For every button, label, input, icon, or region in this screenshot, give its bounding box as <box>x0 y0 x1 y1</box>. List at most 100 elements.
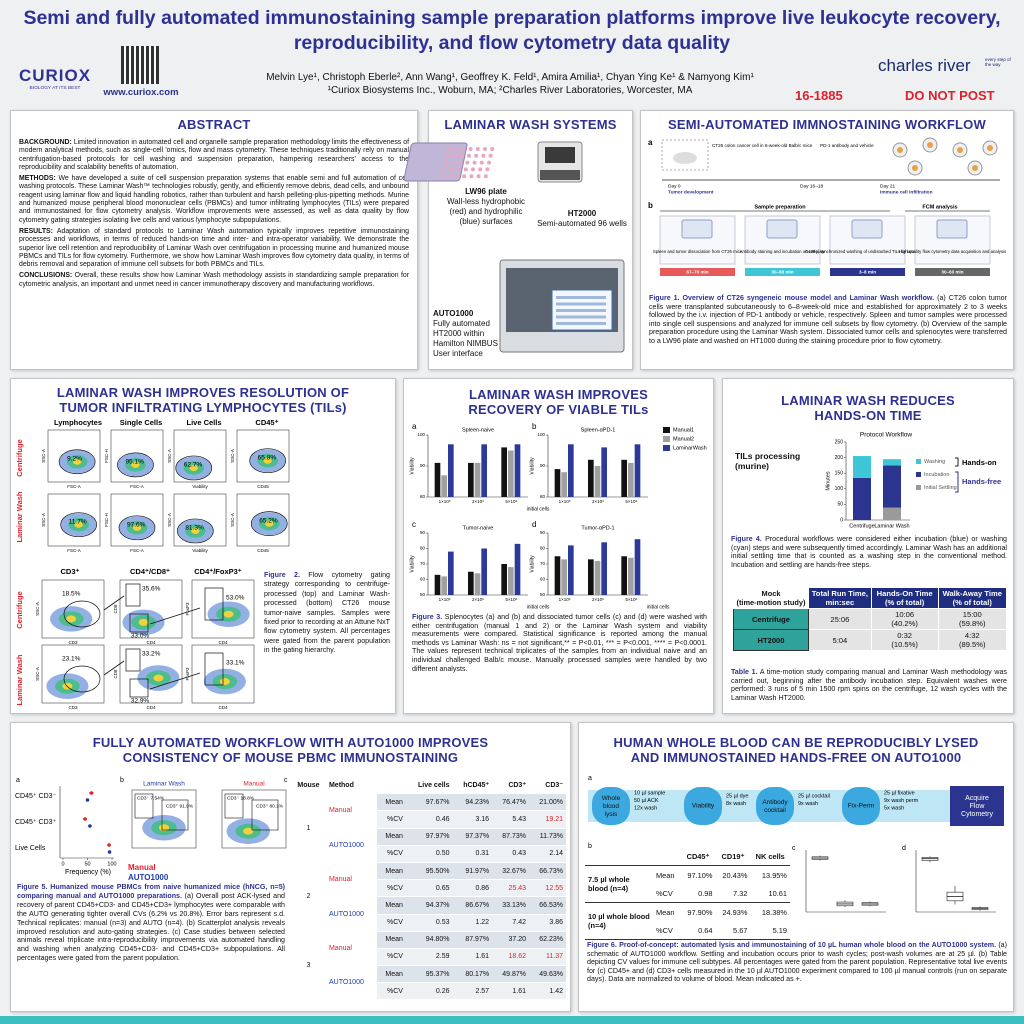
cell: 2.14 <box>529 845 566 863</box>
caption-text: (a) Overall post ACK-lysed and recovery … <box>17 891 285 963</box>
column-spacer <box>376 777 406 795</box>
cell: 5.43 <box>492 810 530 829</box>
caption-label: Figure 2. <box>264 571 300 579</box>
cell: 18.62 <box>492 948 530 967</box>
cell: 94.37% <box>405 896 453 915</box>
cell: 4:32 (89.5%) <box>937 629 1008 651</box>
cell: 0.46 <box>405 810 453 829</box>
section-title: ABSTRACT <box>177 117 251 132</box>
cell: 25:06 <box>808 608 872 630</box>
caption: Table 1. A time-motion study comparing m… <box>731 668 1007 702</box>
paragraph: CONCLUSIONS: Overall, these results show… <box>19 272 409 289</box>
poster-title: Semi and fully automated immunostaining … <box>23 7 1001 54</box>
section-title: LAMINAR WASH IMPROVES RECOVERY OF VIABLE… <box>468 387 649 417</box>
group-label: 7.5 µl whole blood (n=4) <box>588 875 630 893</box>
workflow-panel: SEMI-AUTOMATED IMMNOSTAINING WORKFLOW Fi… <box>640 110 1014 370</box>
stat: %CV <box>656 888 673 898</box>
cell: 1.61 <box>452 948 493 967</box>
cell: 94.80% <box>405 931 453 949</box>
stat: Mean <box>656 907 675 917</box>
stat: Mean <box>376 965 406 984</box>
stat: %CV <box>376 879 406 898</box>
cell: 5.67 <box>733 925 748 935</box>
column-header: Walk-Away Time (% of total) <box>937 587 1008 609</box>
cell: 97.90% <box>687 907 713 917</box>
method: AUTO1000 <box>325 896 377 932</box>
stat: %CV <box>376 845 406 863</box>
notice: DO NOT POST <box>905 88 995 103</box>
table-row: Centrifuge 25:06 10:06 (40.2%) 15:00 (59.8%… <box>733 608 1008 630</box>
cell: 95.50% <box>405 862 453 881</box>
website: www.curiox.com <box>103 87 179 98</box>
cell: 1.22 <box>452 914 493 932</box>
table-row: %CV 0.64 5.67 5.19 <box>585 921 790 940</box>
caption-text: (a) CT26 colon tumor cells were transpla… <box>649 294 1007 345</box>
cell: 87.97% <box>452 931 493 949</box>
cell: 97.67% <box>405 793 453 812</box>
stat: %CV <box>376 914 406 932</box>
column-header: Total Run Time, min:sec <box>808 587 872 609</box>
blood-table: CD45⁺ CD19⁺ NK cells 7.5 µl whole blood (n=… <box>585 847 790 940</box>
table-row: AUTO1000 Mean 95.37% 80.17% 49.87% 49.63% <box>291 965 566 1001</box>
caption: Figure 3. Splenocytes (a) and (b) and di… <box>412 613 707 673</box>
row-label: HT2000 <box>733 629 809 651</box>
cell: 49.63% <box>529 965 566 984</box>
blood-panel: HUMAN WHOLE BLOOD CAN BE REPRODUCIBLY LY… <box>578 722 1014 1012</box>
logo-left: CURIOX <box>18 66 92 85</box>
logo-right-tag: every step of the way <box>985 57 1011 67</box>
section-title: FULLY AUTOMATED WORKFLOW WITH AUTO1000 I… <box>92 735 489 765</box>
cell: 18.38% <box>761 907 787 917</box>
row-label: Centrifuge <box>733 608 809 630</box>
mouse-table: Mouse Method Live cells hCD45⁺ CD3⁺ CD3⁻ 1 Manu… <box>291 777 566 1001</box>
cell: 49.87% <box>492 965 530 984</box>
label: BACKGROUND: <box>19 139 72 146</box>
cell: 21.00% <box>529 793 566 812</box>
paragraph: BACKGROUND: Limited innovation in automa… <box>19 139 409 172</box>
cell: 66.73% <box>529 862 566 881</box>
stat: Mean <box>376 931 406 949</box>
table-row: HT2000 5:04 0:32 (10.5%) 4:32 (89.5%) <box>733 629 1008 651</box>
cell: 13.95% <box>761 870 787 880</box>
spacer <box>653 847 681 866</box>
caption-label: Figure 3. <box>412 613 443 621</box>
cell: 32.67% <box>492 862 530 881</box>
cell: 5:04 <box>808 629 872 651</box>
label: CONCLUSIONS: <box>19 272 73 280</box>
cell: 3.86 <box>529 914 566 932</box>
stat: %CV <box>376 948 406 967</box>
column-header: CD19⁺ <box>721 851 745 861</box>
text: We have developed a suite of cell suspen… <box>19 175 409 224</box>
column-header: Live cells <box>405 777 453 795</box>
caption-label: Figure 4. <box>731 535 762 543</box>
caption-text: Splenocytes (a) and (b) and dissociated … <box>412 613 707 673</box>
cell: 95.37% <box>405 965 453 984</box>
method: AUTO1000 <box>325 965 377 1001</box>
caption-text: (a) schematic of AUTO1000 workflow. Sett… <box>587 941 1007 984</box>
row-header: Mock (time-motion study) <box>733 587 809 609</box>
caption-text: Flow cytometry gating strategy correspon… <box>264 571 390 655</box>
desc: Wall-less hydrophobic (red) and hydrophi… <box>447 197 525 226</box>
column-header: Mouse <box>291 777 326 795</box>
cell: 0.31 <box>452 845 493 863</box>
text: Adaptation of standard protocols to Lami… <box>19 227 409 269</box>
column-header: CD3⁺ <box>492 777 530 795</box>
cell: 19.21 <box>529 810 566 829</box>
cell: 0:32 (10.5%) <box>870 629 939 651</box>
column-header: CD45⁺ <box>686 851 710 861</box>
caption-label: Table 1. <box>731 668 758 676</box>
stat: %CV <box>376 982 406 1001</box>
cell: 7.42 <box>492 914 530 932</box>
paragraph: RESULTS: Adaptation of standard protocol… <box>19 228 409 269</box>
column-header: Method <box>325 777 377 795</box>
stat: %CV <box>656 925 673 935</box>
mouse-id: 1 <box>291 793 326 863</box>
til-panel: LAMINAR WASH IMPROVES RESOLUTION OF TUMO… <box>10 378 396 714</box>
logo-left-tag: BIOLOGY AT ITS BEST <box>29 86 81 91</box>
caption-label: Figure 5. Humanized mouse PBMCs from nai… <box>17 883 285 900</box>
paragraph: METHODS: We have developed a suite of ce… <box>19 175 409 225</box>
cell: 1.42 <box>529 982 566 1001</box>
cell: 0.64 <box>698 925 713 935</box>
cell: 87.73% <box>492 828 530 846</box>
auto-block: AUTO1000 Fully automated HT2000 within Ha… <box>433 309 501 359</box>
